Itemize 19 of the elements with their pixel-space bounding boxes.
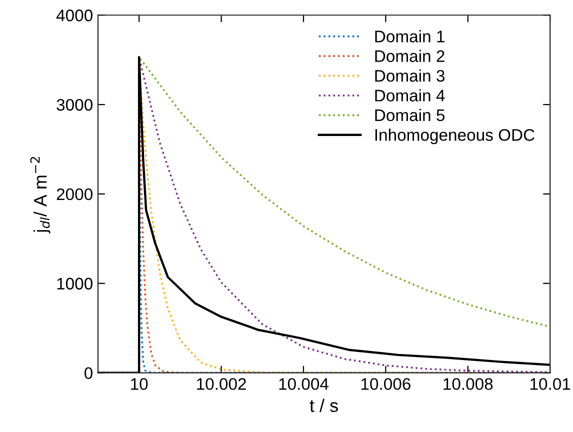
x-tick-label: 10.008 xyxy=(444,378,493,390)
legend-label: Domain 5 xyxy=(375,108,445,122)
x-tick-label: 10.006 xyxy=(361,378,410,390)
legend-label: Domain 3 xyxy=(375,70,444,82)
legend-label: Inhomogeneous ODC xyxy=(375,128,534,144)
legend-label: Domain 1 xyxy=(375,30,444,42)
y-tick-label: 3000 xyxy=(56,98,92,111)
x-tick-label: 10 xyxy=(131,378,148,390)
legend-label: Domain 4 xyxy=(375,89,445,102)
x-tick-label: 10.002 xyxy=(197,378,246,390)
x-tick-label: 10.004 xyxy=(279,378,328,390)
y-tick-label: 0 xyxy=(84,367,92,380)
y-tick-label: 2000 xyxy=(56,188,92,200)
y-tick-label: 4000 xyxy=(56,10,92,22)
legend-label: Domain 2 xyxy=(375,50,444,62)
x-tick-label: 10.01 xyxy=(530,378,570,390)
x-axis-title: t / s xyxy=(310,398,338,412)
y-tick-label: 1000 xyxy=(57,278,92,290)
y-axis-title: j$_{dl}$/ A m$^{−2}$ xyxy=(30,156,50,234)
